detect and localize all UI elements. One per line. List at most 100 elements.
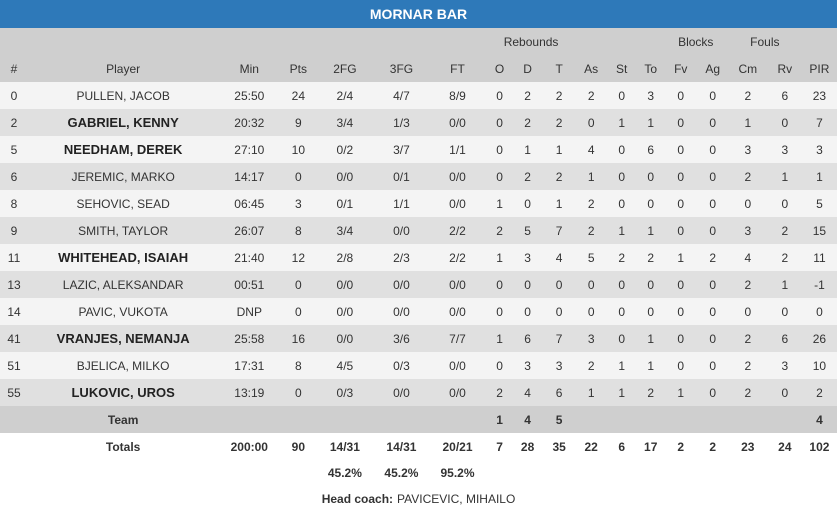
stat-cell: 1 <box>541 136 577 163</box>
column-header[interactable]: Rv <box>767 55 802 82</box>
stat-cell: 1 <box>576 163 606 190</box>
stat-cell: 1 <box>605 379 638 406</box>
team-title: MORNAR BAR <box>0 0 837 28</box>
pct-fg3: 45.2% <box>373 460 430 486</box>
stat-cell: 0/0 <box>373 271 430 298</box>
stat-cell: 11 <box>801 244 837 271</box>
player-name[interactable]: LUKOVIC, UROS <box>28 379 219 406</box>
column-header[interactable]: PIR <box>801 55 837 82</box>
player-name[interactable]: JEREMIC, MARKO <box>28 163 219 190</box>
player-name[interactable]: GABRIEL, KENNY <box>28 109 219 136</box>
stat-cell: 2 <box>513 163 542 190</box>
column-header[interactable]: To <box>637 55 664 82</box>
stat-cell: 3 <box>767 352 802 379</box>
player-name[interactable]: WHITEHEAD, ISAIAH <box>28 244 219 271</box>
player-name[interactable]: BJELICA, MILKO <box>28 352 219 379</box>
player-name[interactable]: LAZIC, ALEKSANDAR <box>28 271 219 298</box>
stat-cell: 0 <box>697 190 728 217</box>
column-header[interactable]: Fv <box>663 55 698 82</box>
player-number: 6 <box>0 163 29 190</box>
stat-cell: 0 <box>485 82 514 109</box>
stat-cell: 8 <box>280 217 317 244</box>
stat-cell: 0 <box>280 298 317 325</box>
team-row: Team 1 4 5 4 <box>0 406 837 433</box>
column-header[interactable]: St <box>605 55 638 82</box>
stat-cell: 0 <box>576 298 606 325</box>
stat-cell: 27:10 <box>218 136 281 163</box>
stat-cell: 0/1 <box>373 163 430 190</box>
group-header-rebounds: Rebounds <box>485 28 577 55</box>
column-header[interactable]: FT <box>429 55 486 82</box>
column-header[interactable]: As <box>576 55 606 82</box>
stat-cell: 9 <box>280 109 317 136</box>
stat-cell: 1/1 <box>373 190 430 217</box>
stat-cell: 0 <box>663 217 698 244</box>
stat-cell: 0 <box>697 271 728 298</box>
player-name[interactable]: VRANJES, NEMANJA <box>28 325 219 352</box>
stat-cell: 0/0 <box>373 379 430 406</box>
column-header[interactable]: Pts <box>280 55 317 82</box>
stat-cell: 1 <box>605 109 638 136</box>
stat-cell: 3 <box>541 352 577 379</box>
stat-cell: 1 <box>605 352 638 379</box>
stat-cell: 8 <box>280 352 317 379</box>
stat-cell: 0/0 <box>429 109 486 136</box>
player-number: 11 <box>0 244 29 271</box>
player-name[interactable]: NEEDHAM, DEREK <box>28 136 219 163</box>
stat-cell: 0 <box>280 379 317 406</box>
totals-row: Totals 200:00 90 14/31 14/31 20/21 7 28 35 22 6 17 2… <box>0 433 837 460</box>
stat-cell: 3/6 <box>373 325 430 352</box>
column-header[interactable]: 2FG <box>316 55 374 82</box>
stat-cell: 0 <box>605 163 638 190</box>
stat-cell: 0 <box>576 271 606 298</box>
stat-cell: 0 <box>767 190 802 217</box>
stat-cell: 7 <box>801 109 837 136</box>
stat-cell: 15 <box>801 217 837 244</box>
stat-cell: 2 <box>485 217 514 244</box>
totals-fg3: 14/31 <box>373 433 430 460</box>
stat-cell: 10 <box>280 136 317 163</box>
stat-cell: 3 <box>727 217 768 244</box>
stat-cell: 3/4 <box>316 109 374 136</box>
percentages-row: 45.2% 45.2% 95.2% <box>0 460 837 486</box>
stat-cell: 0 <box>697 352 728 379</box>
column-header[interactable]: O <box>485 55 514 82</box>
stat-cell: 00:51 <box>218 271 281 298</box>
column-header-row: # Player Min Pts 2FG 3FG FT O D T As St To Fv Ag Cm Rv PI… <box>0 55 837 82</box>
stat-cell: 1 <box>767 163 802 190</box>
totals-pts: 90 <box>280 433 317 460</box>
column-header[interactable]: Player <box>28 55 219 82</box>
stat-cell: 2 <box>541 82 577 109</box>
column-header[interactable]: T <box>541 55 577 82</box>
stat-cell: 0/0 <box>429 379 486 406</box>
stat-cell: 3 <box>801 136 837 163</box>
stat-cell: 5 <box>801 190 837 217</box>
stat-cell: 0/0 <box>316 163 374 190</box>
player-name[interactable]: SMITH, TAYLOR <box>28 217 219 244</box>
player-number: 2 <box>0 109 29 136</box>
stat-cell: 2/3 <box>373 244 430 271</box>
stat-cell: 20:32 <box>218 109 281 136</box>
stat-cell: 0 <box>513 298 542 325</box>
column-header[interactable]: # <box>0 55 29 82</box>
column-header[interactable]: Cm <box>727 55 768 82</box>
stat-cell: 25:50 <box>218 82 281 109</box>
group-header-fouls: Fouls <box>727 28 802 55</box>
player-number: 41 <box>0 325 29 352</box>
player-name[interactable]: PULLEN, JACOB <box>28 82 219 109</box>
stat-cell: 0/0 <box>373 217 430 244</box>
group-header-blocks: Blocks <box>663 28 728 55</box>
totals-as: 22 <box>576 433 606 460</box>
stat-cell: 2 <box>727 163 768 190</box>
player-name[interactable]: SEHOVIC, SEAD <box>28 190 219 217</box>
column-header[interactable]: Ag <box>697 55 728 82</box>
player-name[interactable]: PAVIC, VUKOTA <box>28 298 219 325</box>
stat-cell: 0 <box>637 190 664 217</box>
stat-cell: 0 <box>663 298 698 325</box>
column-header[interactable]: Min <box>218 55 281 82</box>
head-coach-name: PAVICEVIC, MIHAILO <box>397 492 516 506</box>
stat-cell: 0 <box>663 163 698 190</box>
stat-cell: 0 <box>576 109 606 136</box>
column-header[interactable]: 3FG <box>373 55 430 82</box>
column-header[interactable]: D <box>513 55 542 82</box>
